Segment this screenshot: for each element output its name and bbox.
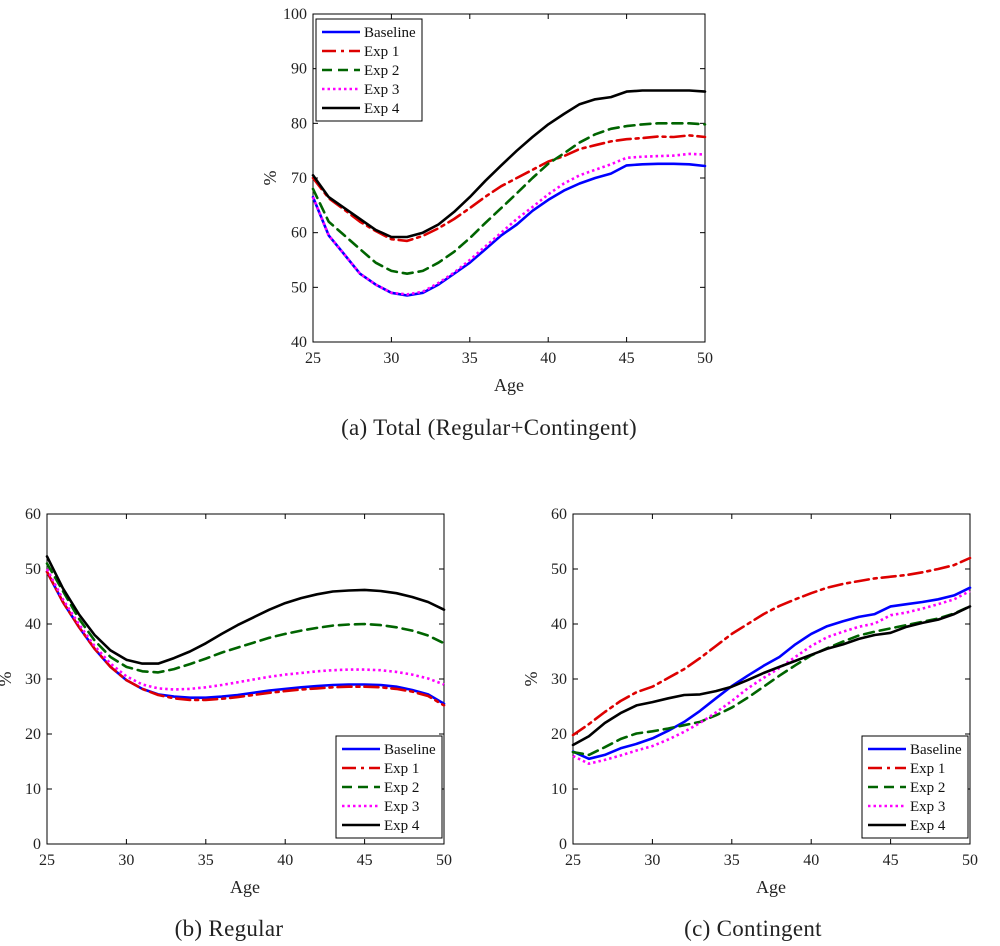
legend-label: Exp 1 [910,761,945,777]
x-axis-label: Age [230,877,260,897]
legend-label: Exp 4 [364,101,400,117]
y-tick-label: 80 [291,115,307,132]
series-line-baseline [571,586,972,761]
x-tick-label: 30 [383,350,399,367]
chart-contingent: 25 30 35 40 45 50 0 10 20 30 40 50 60 Baseline Exp 1 E… [521,506,978,941]
y-tick-label: 0 [559,836,567,853]
x-tick-label: 35 [462,350,478,367]
legend-label: Exp 1 [384,761,419,777]
legend-label: Baseline [384,742,436,758]
series-line-exp-2 [311,122,707,276]
x-tick-label: 35 [198,852,214,869]
series-line-baseline [311,162,707,297]
x-tick-label: 35 [724,852,740,869]
x-axis-label: Age [756,877,786,897]
legend-label: Exp 3 [364,82,399,98]
legend-label: Exp 4 [384,818,420,834]
chart-regular: 25 30 35 40 45 50 0 10 20 30 40 50 60 Baseline Exp 1 E… [0,506,452,941]
y-axis-label: % [260,171,280,186]
series-line-exp-4 [311,89,707,239]
chart-total: 25 30 35 40 45 50 40 50 60 70 80 90 100 Baseline Exp … [260,6,713,440]
series-line-exp-4 [571,605,972,747]
y-tick-label: 30 [551,671,567,688]
y-tick-label: 10 [551,781,567,798]
y-tick-label: 90 [291,61,307,78]
x-tick-label: 50 [436,852,452,869]
series-line-exp-3 [311,152,706,296]
panel-caption: (c) Contingent [684,916,822,941]
legend-label: Baseline [910,742,962,758]
legend-label: Exp 2 [910,780,945,796]
series-line-exp-2 [571,605,972,757]
x-tick-label: 25 [305,350,321,367]
legend-box [861,735,969,839]
series-line-exp-1 [571,556,972,737]
y-tick-label: 10 [25,781,41,798]
legend-label: Exp 2 [364,63,399,79]
y-tick-label: 0 [33,836,41,853]
y-tick-label: 50 [551,561,567,578]
x-tick-label: 25 [565,852,581,869]
y-tick-label: 50 [25,561,41,578]
y-axis-label: % [0,672,15,687]
y-tick-label: 60 [25,506,41,523]
x-axis-label: Age [494,375,524,395]
series-line-exp-3 [45,568,445,691]
x-tick-label: 25 [39,852,55,869]
y-tick-label: 40 [551,616,567,633]
y-axis-label: % [521,672,541,687]
y-tick-label: 20 [551,726,567,743]
legend-label: Exp 1 [364,44,399,60]
x-tick-label: 30 [118,852,134,869]
y-tick-label: 40 [25,616,41,633]
y-tick-label: 40 [291,334,307,351]
y-tick-label: 60 [291,225,307,242]
y-tick-label: 60 [551,506,567,523]
y-tick-label: 50 [291,279,307,296]
legend-label: Exp 2 [384,780,419,796]
x-tick-label: 50 [962,852,978,869]
x-tick-label: 40 [803,852,819,869]
legend-box [315,18,423,122]
y-tick-label: 100 [283,6,307,23]
legend-label: Exp 4 [910,818,946,834]
legend: Baseline Exp 1 Exp 2 Exp 3 Exp 4 [861,735,969,839]
y-tick-label: 30 [25,671,41,688]
legend-label: Exp 3 [910,799,945,815]
x-tick-label: 45 [883,852,899,869]
panel-caption: (a) Total (Regular+Contingent) [341,415,637,440]
legend-label: Baseline [364,25,416,41]
legend-label: Exp 3 [384,799,419,815]
x-tick-label: 45 [619,350,635,367]
x-tick-label: 40 [540,350,556,367]
legend: Baseline Exp 1 Exp 2 Exp 3 Exp 4 [335,735,443,839]
legend-box [335,735,443,839]
series-line-exp-2 [45,562,446,674]
y-tick-label: 70 [291,170,307,187]
panel-caption: (b) Regular [175,916,284,941]
x-tick-label: 40 [277,852,293,869]
y-tick-label: 20 [25,726,41,743]
x-tick-label: 30 [644,852,660,869]
legend: Baseline Exp 1 Exp 2 Exp 3 Exp 4 [315,18,423,122]
x-tick-label: 50 [697,350,713,367]
series-line-exp-4 [45,555,446,665]
x-tick-label: 45 [357,852,373,869]
series-line-exp-1 [45,570,446,707]
